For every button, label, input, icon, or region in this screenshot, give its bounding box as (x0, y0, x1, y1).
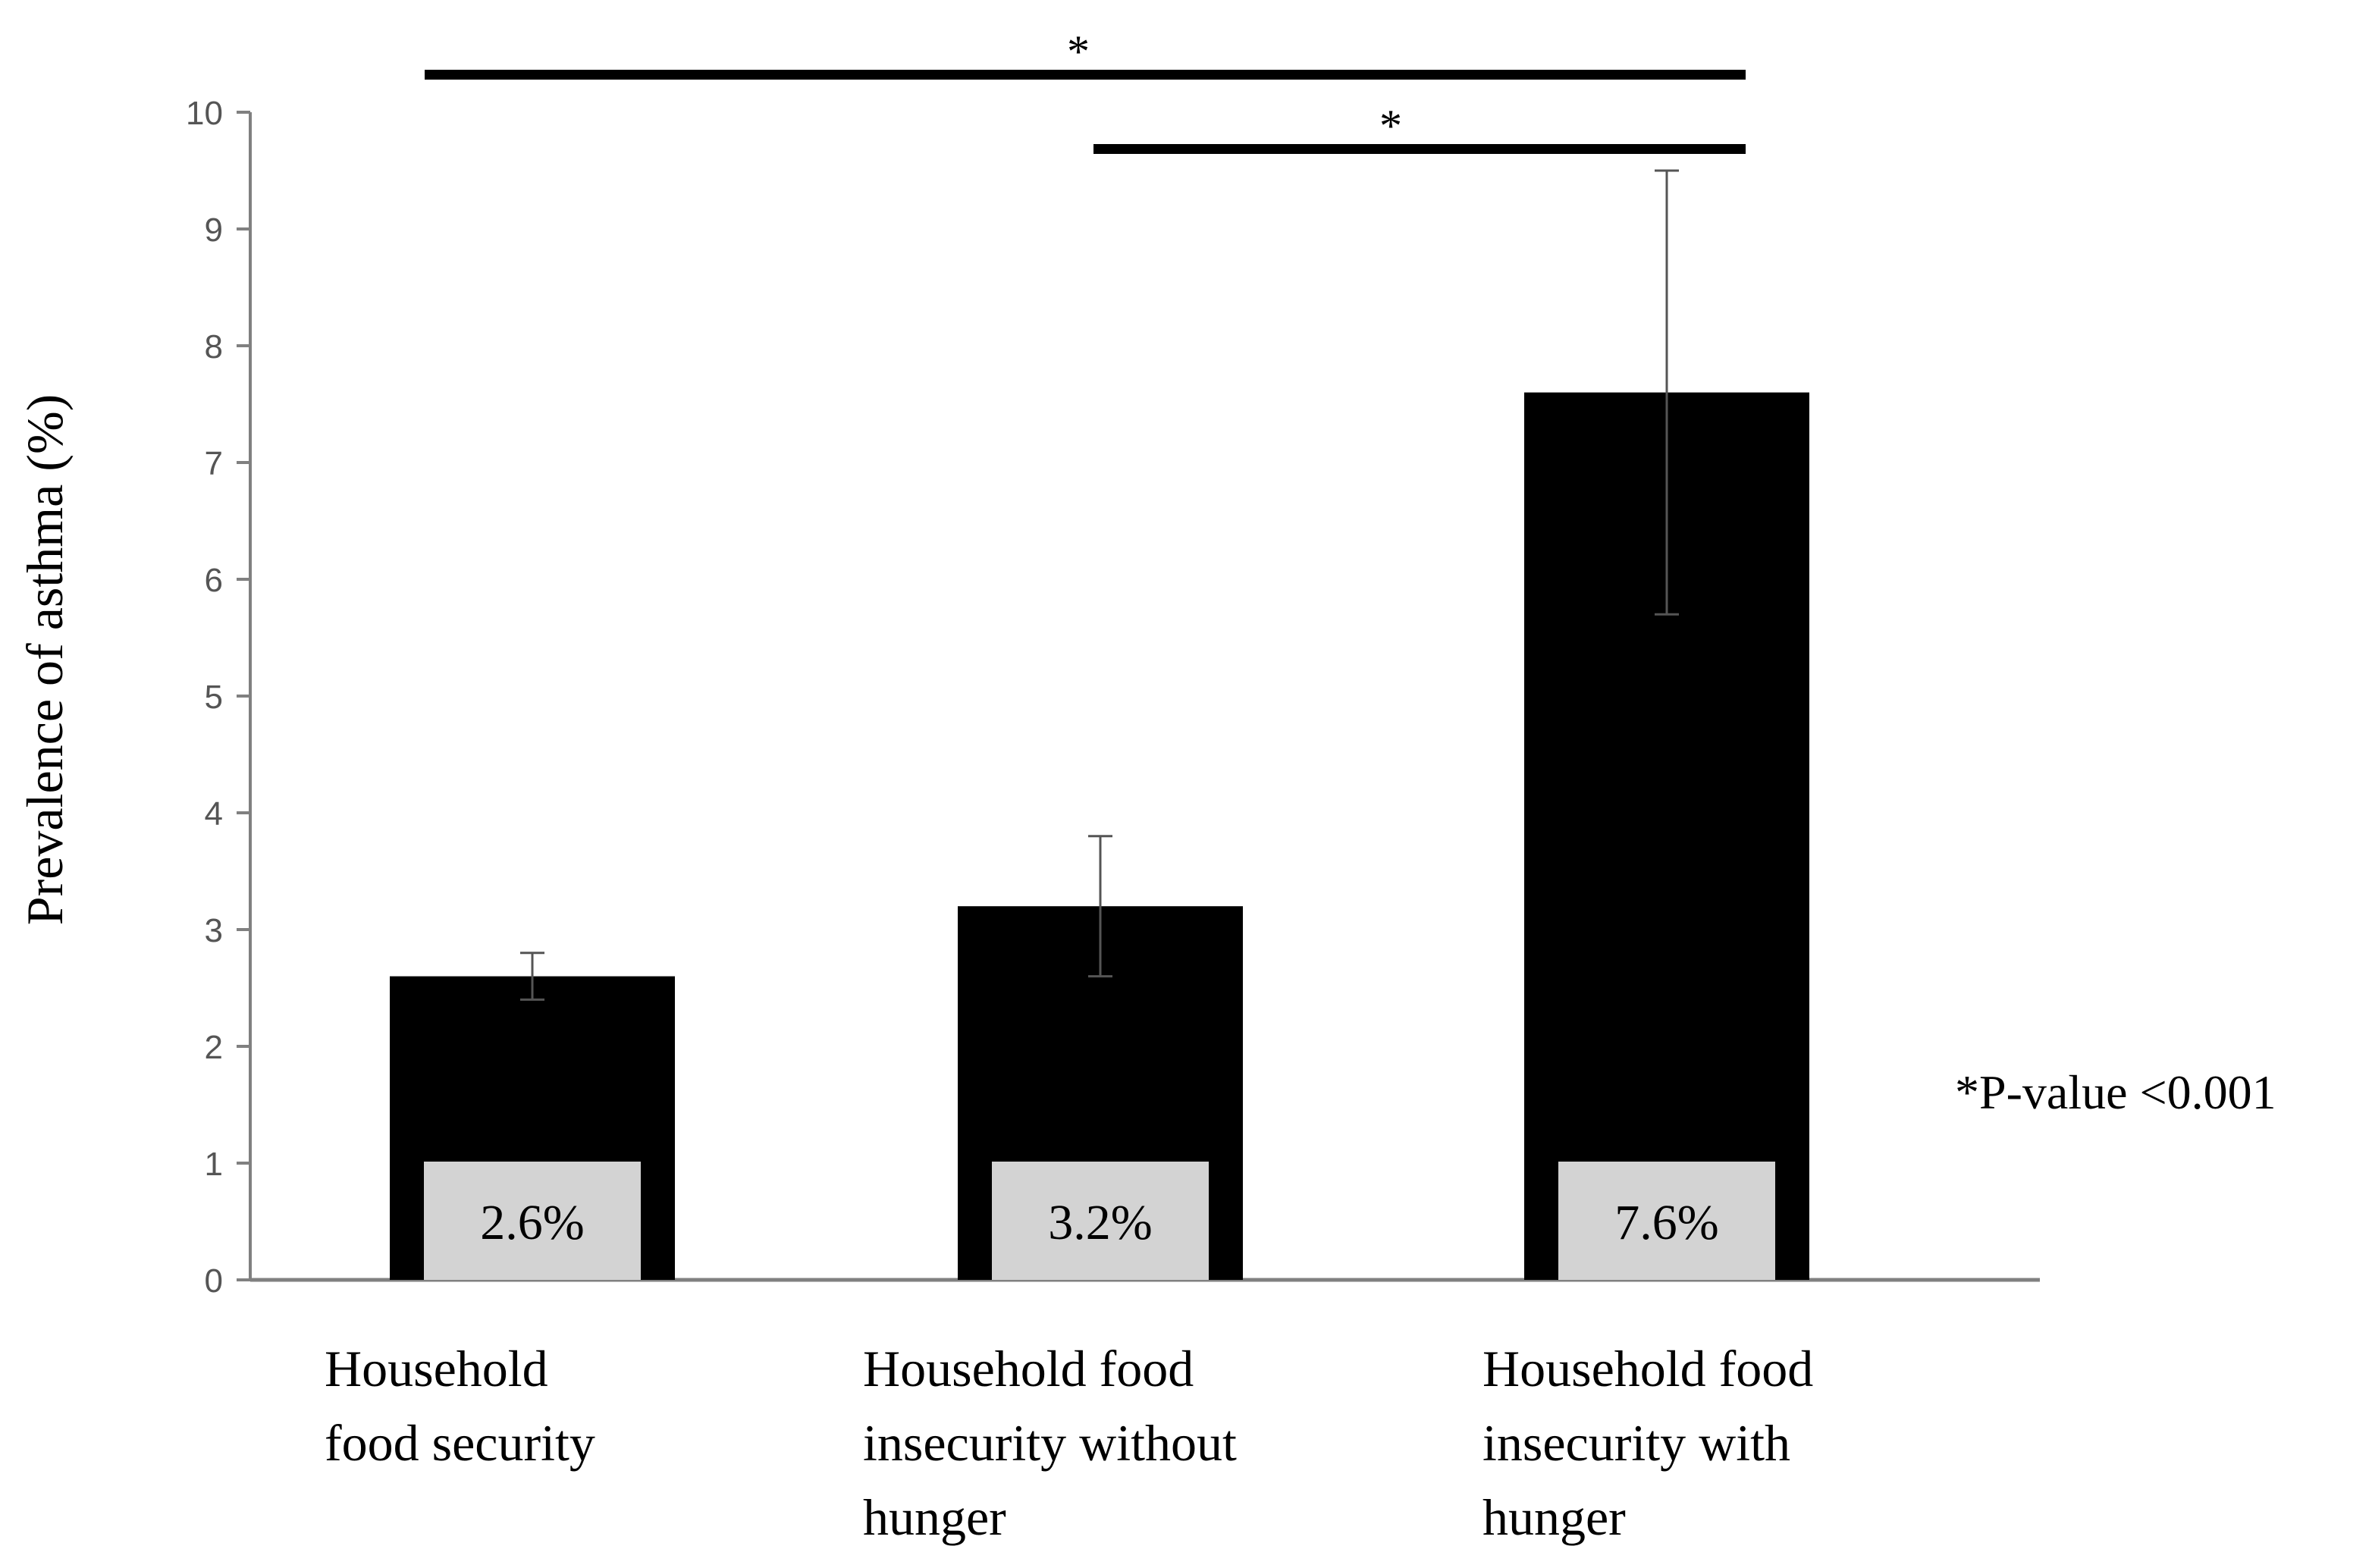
x-category-label-line: Household food (1482, 1340, 1813, 1397)
data-label: 3.2% (1048, 1195, 1152, 1250)
y-tick-label: 4 (205, 795, 223, 833)
data-label-box (1558, 1162, 1775, 1280)
y-tick-label: 8 (205, 328, 223, 365)
x-category-label: Household food insecurity without hunger (863, 1340, 1237, 1546)
y-tick-label: 9 (205, 212, 223, 249)
y-tick-label: 10 (186, 95, 223, 132)
y-tick-label: 1 (205, 1146, 223, 1183)
p-value-note: *P-value <0.001 (1955, 1065, 2276, 1119)
data-label-box (992, 1162, 1209, 1280)
x-category-label: Household food security (325, 1340, 595, 1472)
x-category-label: Household food insecurity with hunger (1482, 1340, 1813, 1546)
significance-star: * (1067, 27, 1090, 77)
y-tick-label: 3 (205, 912, 223, 949)
x-category-label-line: hunger (1482, 1488, 1626, 1546)
bars-layer: 2.6% 3.2% 7.6% (390, 169, 1809, 1280)
significance-star: * (1379, 101, 1402, 151)
y-tick-label: 2 (205, 1029, 223, 1066)
data-label-box (424, 1162, 641, 1280)
labels-layer: Household food security Household food inse… (325, 1340, 1813, 1546)
significance-bracket (425, 70, 1746, 80)
significance-bracket (1093, 144, 1746, 154)
x-category-label-line: insecurity with (1482, 1414, 1790, 1472)
data-label: 2.6% (480, 1195, 584, 1250)
y-tick-label: 0 (205, 1262, 223, 1300)
significance-layer: ** (425, 27, 1746, 154)
y-tick-label: 6 (205, 562, 223, 599)
x-category-label-line: food security (325, 1414, 595, 1472)
x-category-label-line: hunger (863, 1488, 1006, 1546)
y-tick-label: 5 (205, 679, 223, 716)
x-category-label-line: Household (325, 1340, 548, 1397)
x-category-label-line: insecurity without (863, 1414, 1237, 1472)
x-category-label-line: Household food (863, 1340, 1194, 1397)
y-tick-label: 7 (205, 445, 223, 482)
y-axis-label: Prevalence of asthma (%) (16, 394, 74, 925)
data-label: 7.6% (1614, 1195, 1718, 1250)
